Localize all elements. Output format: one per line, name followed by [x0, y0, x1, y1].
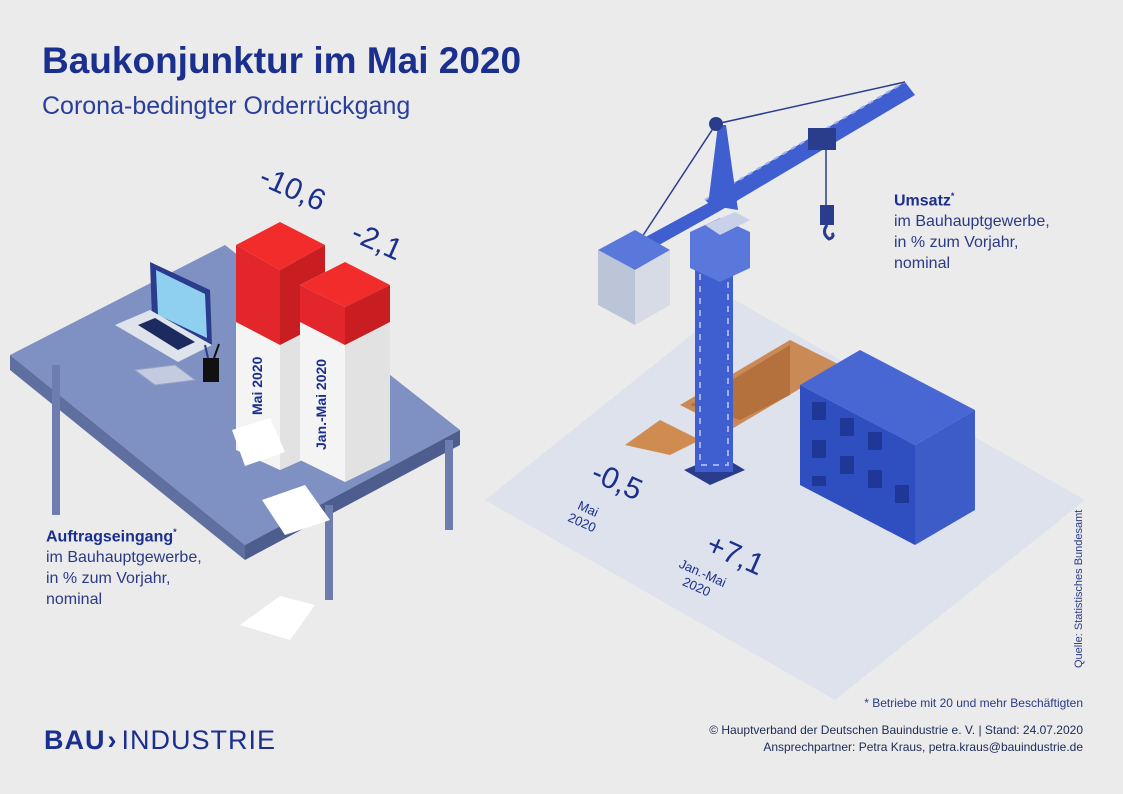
sales-line1: im Bauhauptgewerbe, [894, 213, 1050, 231]
sales-line2: in % zum Vorjahr, [894, 234, 1019, 252]
crane [639, 81, 915, 485]
paper-sheet [232, 418, 285, 466]
counterweight [598, 230, 670, 325]
page-title: Baukonjunktur im Mai 2020 [42, 40, 522, 81]
footnote: * Betriebe mit 20 und mehr Beschäftigten [864, 696, 1083, 710]
stack-may-label: Mai 2020 [249, 356, 265, 415]
pen-holder-icon [203, 343, 220, 382]
logo: BAU› INDUSTRIE [44, 725, 276, 756]
order-intake-heading: Auftragseingang* [46, 527, 177, 546]
site-ground [485, 300, 1085, 700]
order-intake-line3: nominal [46, 591, 103, 609]
logo-chevron-icon: › [107, 725, 118, 755]
page-subtitle: Corona-bedingter Orderrückgang [42, 92, 411, 120]
source-note: Quelle: Statistisches Bundesamt [1073, 509, 1085, 668]
paper-sheet [240, 596, 315, 640]
building [800, 350, 975, 545]
sales-line3: nominal [894, 255, 951, 273]
order-intake-line2: in % zum Vorjahr, [46, 570, 171, 588]
copyright: © Hauptverband der Deutschen Bauindustri… [709, 723, 1083, 737]
stack-ytd-label: Jan.-Mai 2020 [313, 359, 329, 450]
logo-light: INDUSTRIE [121, 725, 277, 755]
laptop-icon [115, 262, 212, 362]
paper-sheet [262, 485, 330, 535]
sales-heading: Umsatz* [894, 191, 955, 210]
contact: Ansprechpartner: Petra Kraus, petra.krau… [763, 740, 1083, 754]
logo-bold: BAU [44, 725, 106, 755]
sales-legend: Umsatz* im Bauhauptgewerbe, in % zum Vor… [894, 186, 1050, 274]
ruler-icon [133, 364, 197, 386]
order-intake-line1: im Bauhauptgewerbe, [46, 549, 202, 567]
order-intake-legend: Auftragseingang* im Bauhauptgewerbe, in … [46, 522, 202, 610]
stack-ytd [300, 262, 390, 482]
